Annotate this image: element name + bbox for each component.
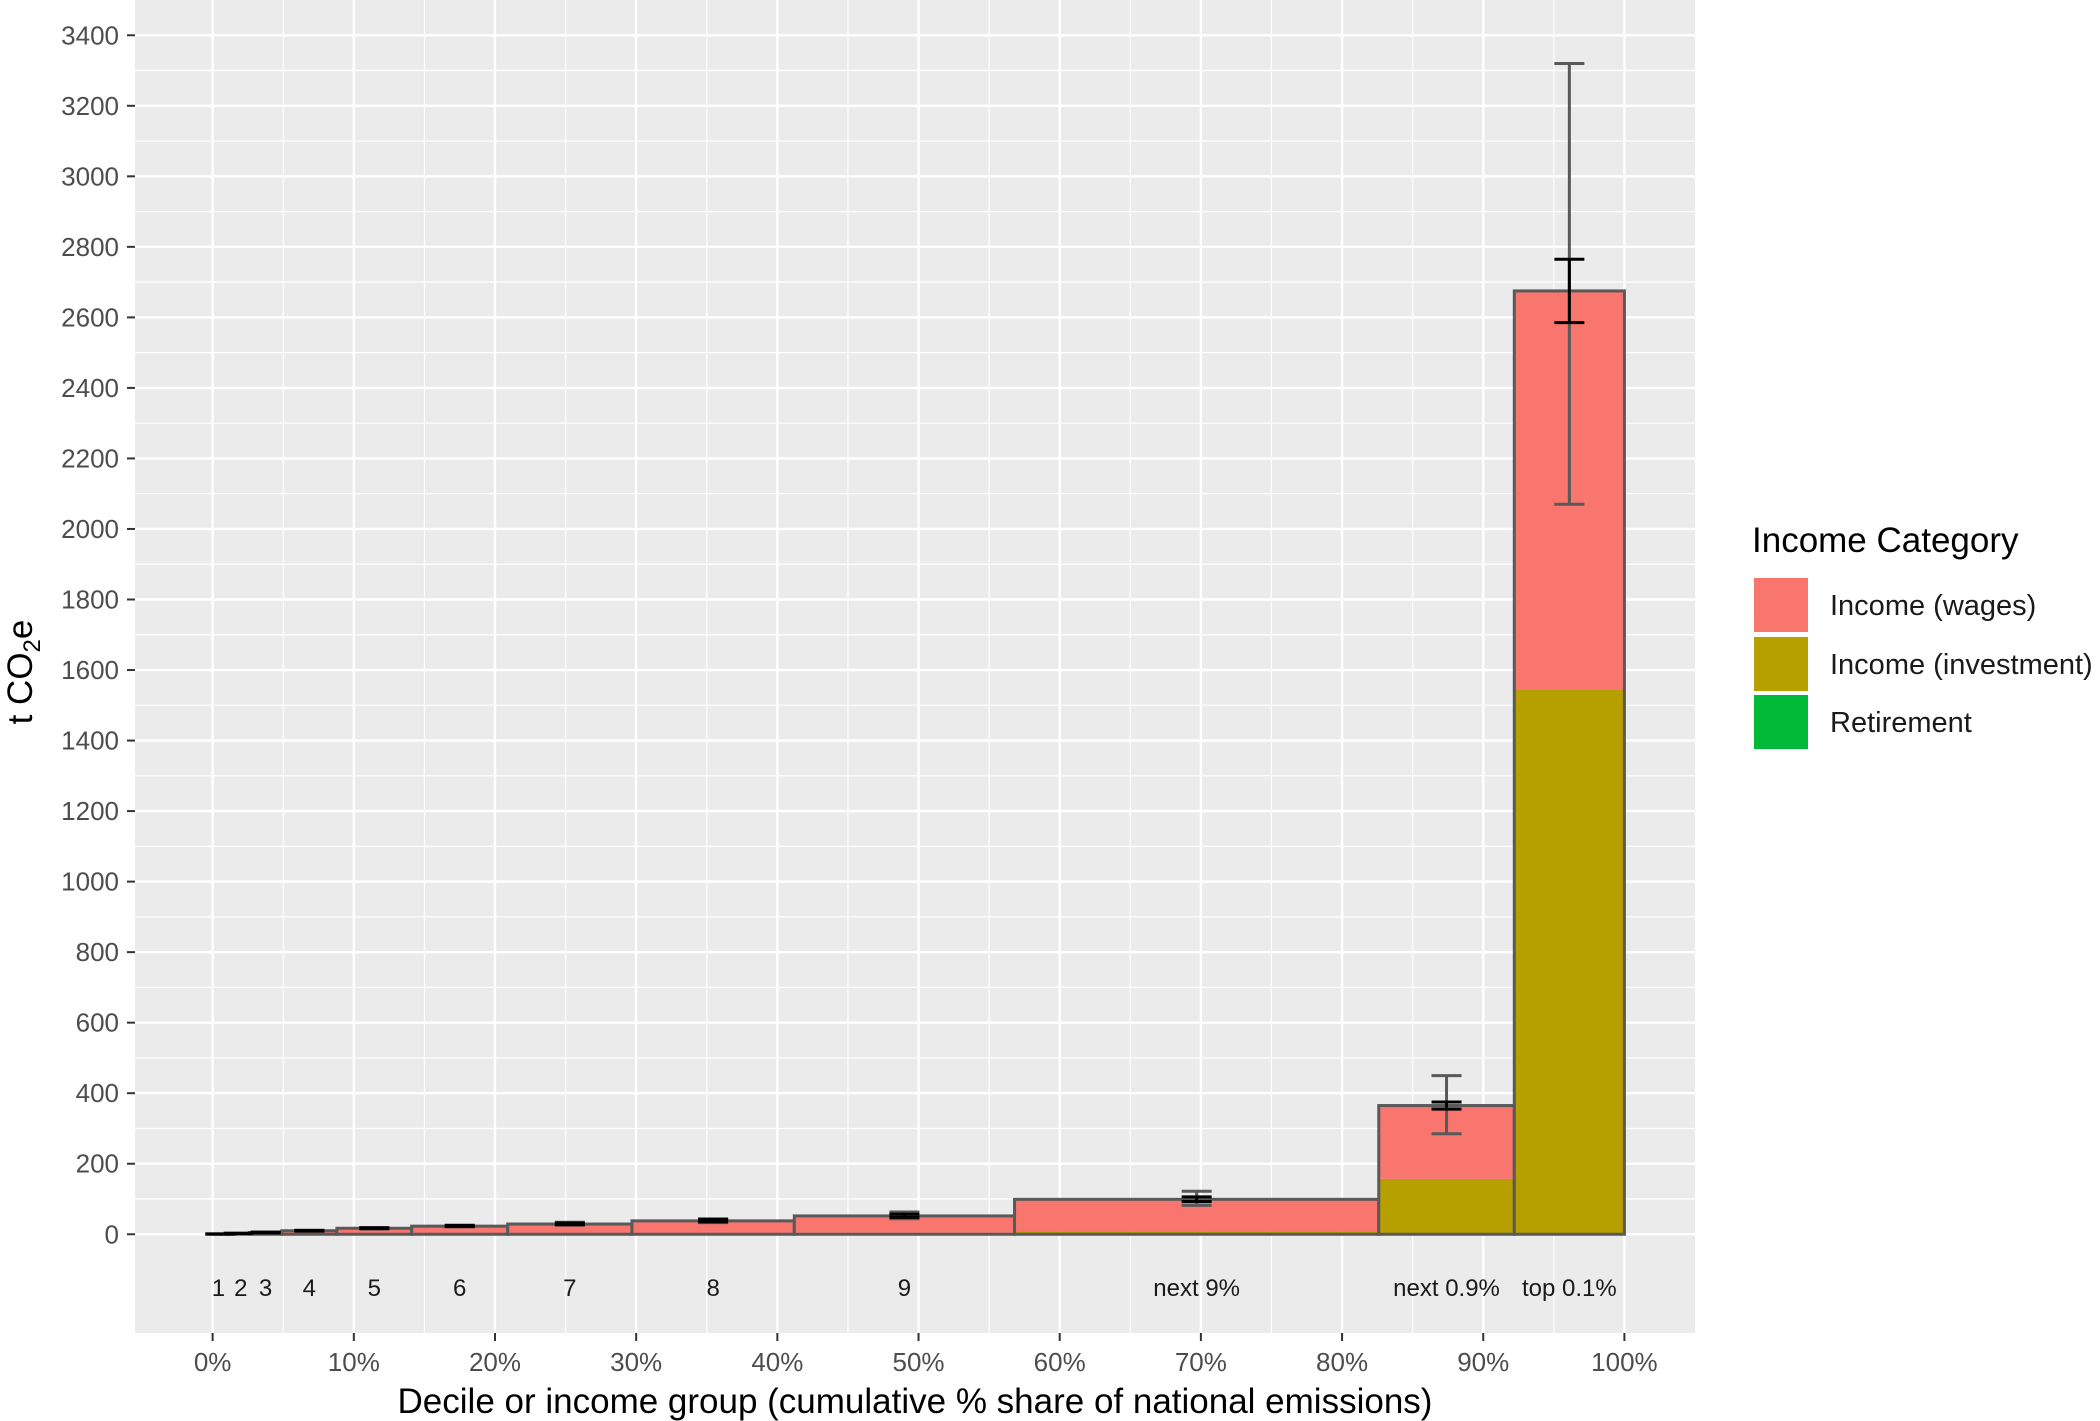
y-tick-label-12: 2400: [61, 373, 119, 403]
x-tick-label-4: 40%: [751, 1347, 803, 1377]
y-tick-label-13: 2600: [61, 302, 119, 332]
y-tick-label-2: 400: [76, 1078, 119, 1108]
x-tick-label-3: 30%: [610, 1347, 662, 1377]
group-labels: 1 2 3 4 5 6 7 8 9 next 9% next 0.9% top 0.1%: [212, 1275, 1617, 1302]
legend-key-retirement: [1754, 695, 1808, 749]
y-tick-label-3: 600: [76, 1008, 119, 1038]
bar-investment-11: [1514, 689, 1625, 1235]
x-tick-label-2: 20%: [469, 1347, 521, 1377]
bar-investment-9: [1014, 1231, 1379, 1234]
bar-wages-4: [336, 1228, 412, 1234]
x-tick-label-10: 100%: [1591, 1347, 1658, 1377]
group-label-5: 6: [453, 1275, 466, 1302]
y-tick-label-7: 1400: [61, 726, 119, 756]
legend-key-wages: [1754, 578, 1808, 632]
y-tick-label-1: 200: [76, 1149, 119, 1179]
legend-label-retirement: Retirement: [1830, 707, 1972, 739]
y-axis: 0 200 400 600 800 1000 1200 1400 1600 1800 2000 220…: [61, 20, 135, 1249]
group-label-7: 8: [706, 1275, 719, 1302]
x-tick-label-5: 50%: [893, 1347, 945, 1377]
x-tick-label-0: 0%: [194, 1347, 232, 1377]
y-tick-label-0: 0: [105, 1219, 119, 1249]
y-tick-label-5: 1000: [61, 867, 119, 897]
bar-wages-5: [411, 1226, 508, 1234]
x-tick-label-7: 70%: [1175, 1347, 1227, 1377]
group-label-3: 4: [303, 1275, 316, 1302]
y-tick-label-4: 800: [76, 937, 119, 967]
y-tick-label-16: 3200: [61, 91, 119, 121]
y-tick-label-11: 2200: [61, 443, 119, 473]
y-tick-label-17: 3400: [61, 20, 119, 50]
group-label-2: 3: [259, 1275, 272, 1302]
x-tick-label-1: 10%: [328, 1347, 380, 1377]
group-label-8: 9: [898, 1275, 911, 1302]
y-tick-label-15: 3000: [61, 161, 119, 191]
y-tick-label-8: 1600: [61, 655, 119, 685]
legend-title: Income Category: [1752, 521, 2019, 560]
group-label-9: next 9%: [1153, 1275, 1240, 1302]
legend-label-investment: Income (investment): [1830, 649, 2093, 681]
x-axis: 0% 10% 20% 30% 40% 50% 60% 70% 80% 90% 100%: [194, 1333, 1658, 1377]
legend-key-investment: [1754, 637, 1808, 691]
y-tick-label-14: 2800: [61, 232, 119, 262]
group-label-6: 7: [563, 1275, 576, 1302]
legend: Income Category Income (wages) Income (i…: [1752, 521, 2093, 749]
x-tick-label-6: 60%: [1034, 1347, 1086, 1377]
legend-label-wages: Income (wages): [1830, 590, 2036, 622]
group-label-4: 5: [368, 1275, 381, 1302]
group-label-1: 2: [234, 1275, 247, 1302]
y-tick-label-6: 1200: [61, 796, 119, 826]
y-tick-label-9: 1800: [61, 584, 119, 614]
bar-investment-10: [1378, 1178, 1515, 1235]
error-bars: [205, 61, 1585, 1236]
group-label-10: next 0.9%: [1393, 1275, 1500, 1302]
y-tick-label-10: 2000: [61, 514, 119, 544]
x-axis-title: Decile or income group (cumulative % sha…: [398, 1382, 1433, 1421]
bar-wages-8: [794, 1215, 1015, 1233]
x-tick-label-8: 80%: [1316, 1347, 1368, 1377]
group-label-11: top 0.1%: [1522, 1275, 1617, 1302]
y-axis-title: t CO2e: [1, 620, 46, 725]
bar-wages-6: [507, 1224, 632, 1234]
x-tick-label-9: 90%: [1457, 1347, 1509, 1377]
bar-wages-7: [631, 1220, 795, 1234]
group-label-0: 1: [212, 1275, 225, 1302]
